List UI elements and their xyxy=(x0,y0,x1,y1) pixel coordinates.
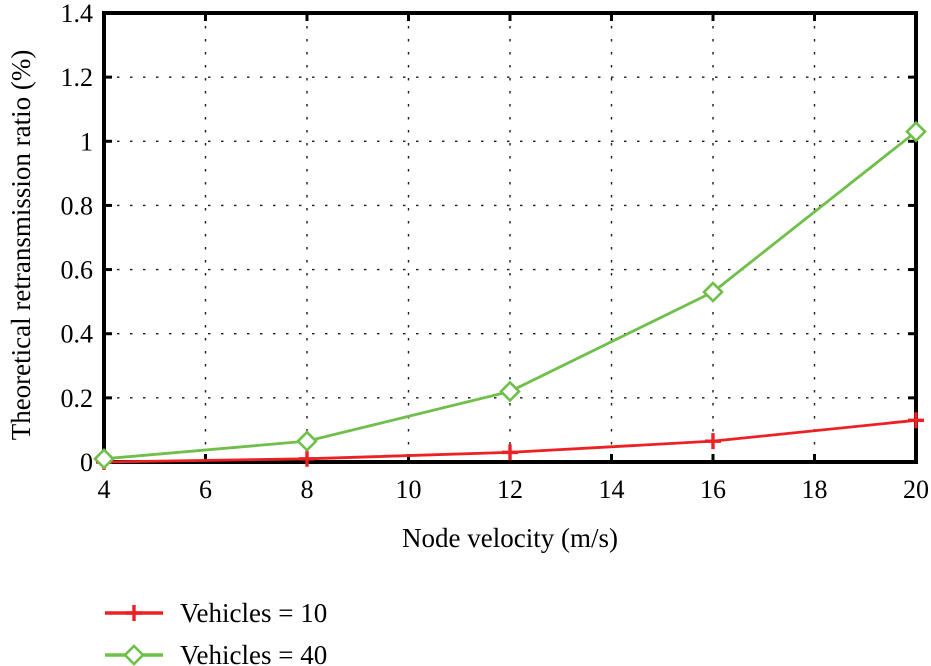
y-tick-label: 1.2 xyxy=(61,63,94,92)
y-axis-label: Theoretical retransmission ratio (%) xyxy=(6,50,36,441)
y-tick-label: 0.8 xyxy=(61,191,94,220)
y-tick-label: 0 xyxy=(80,448,93,477)
legend-marker-0-plus-icon xyxy=(126,605,142,621)
legend: Vehicles = 10 Vehicles = 40 xyxy=(105,598,327,666)
series-0-marker-plus-icon xyxy=(705,433,721,450)
y-tick-label: 0.2 xyxy=(61,384,94,413)
y-tick-label: 0.4 xyxy=(61,320,94,349)
series-line-1 xyxy=(103,130,917,461)
y-tick-label: 0.6 xyxy=(61,256,94,285)
series-0-marker-plus-icon xyxy=(502,444,518,461)
series-0-marker-plus-icon xyxy=(299,450,315,467)
x-tick-label: 20 xyxy=(903,475,929,504)
legend-marker-1-diamond-icon xyxy=(123,644,145,666)
x-tick-label: 14 xyxy=(599,475,625,504)
legend-label-vehicles-40: Vehicles = 40 xyxy=(180,640,327,666)
legend-label-vehicles-10: Vehicles = 10 xyxy=(180,598,327,628)
series-1-marker-diamond-icon xyxy=(93,447,115,470)
x-tick-label: 16 xyxy=(700,475,726,504)
plot-area: 4 6 8 10 12 14 16 18 20 0 0.2 0.4 0.6 0.8 1 1.2 1.4 xyxy=(61,0,930,504)
x-tick-label: 18 xyxy=(802,475,828,504)
x-tick-label: 6 xyxy=(199,475,212,504)
x-tick-label: 8 xyxy=(301,475,314,504)
y-tick-label: 1 xyxy=(80,127,93,156)
series-1-marker-diamond-icon xyxy=(499,380,521,403)
series-1-marker-diamond-icon xyxy=(702,281,724,303)
x-tick-label: 12 xyxy=(497,475,523,504)
series-1-marker-diamond-icon xyxy=(905,120,927,143)
series-0-marker-plus-icon xyxy=(908,412,924,429)
x-tick-label: 4 xyxy=(98,475,111,504)
y-tick-label: 1.4 xyxy=(61,0,94,28)
x-axis-label: Node velocity (m/s) xyxy=(402,523,618,553)
legend-sample-vehicles-10 xyxy=(105,605,163,621)
legend-sample-vehicles-40 xyxy=(105,644,163,666)
x-tick-label: 10 xyxy=(396,475,422,504)
series-1-marker-diamond-icon xyxy=(296,430,318,452)
